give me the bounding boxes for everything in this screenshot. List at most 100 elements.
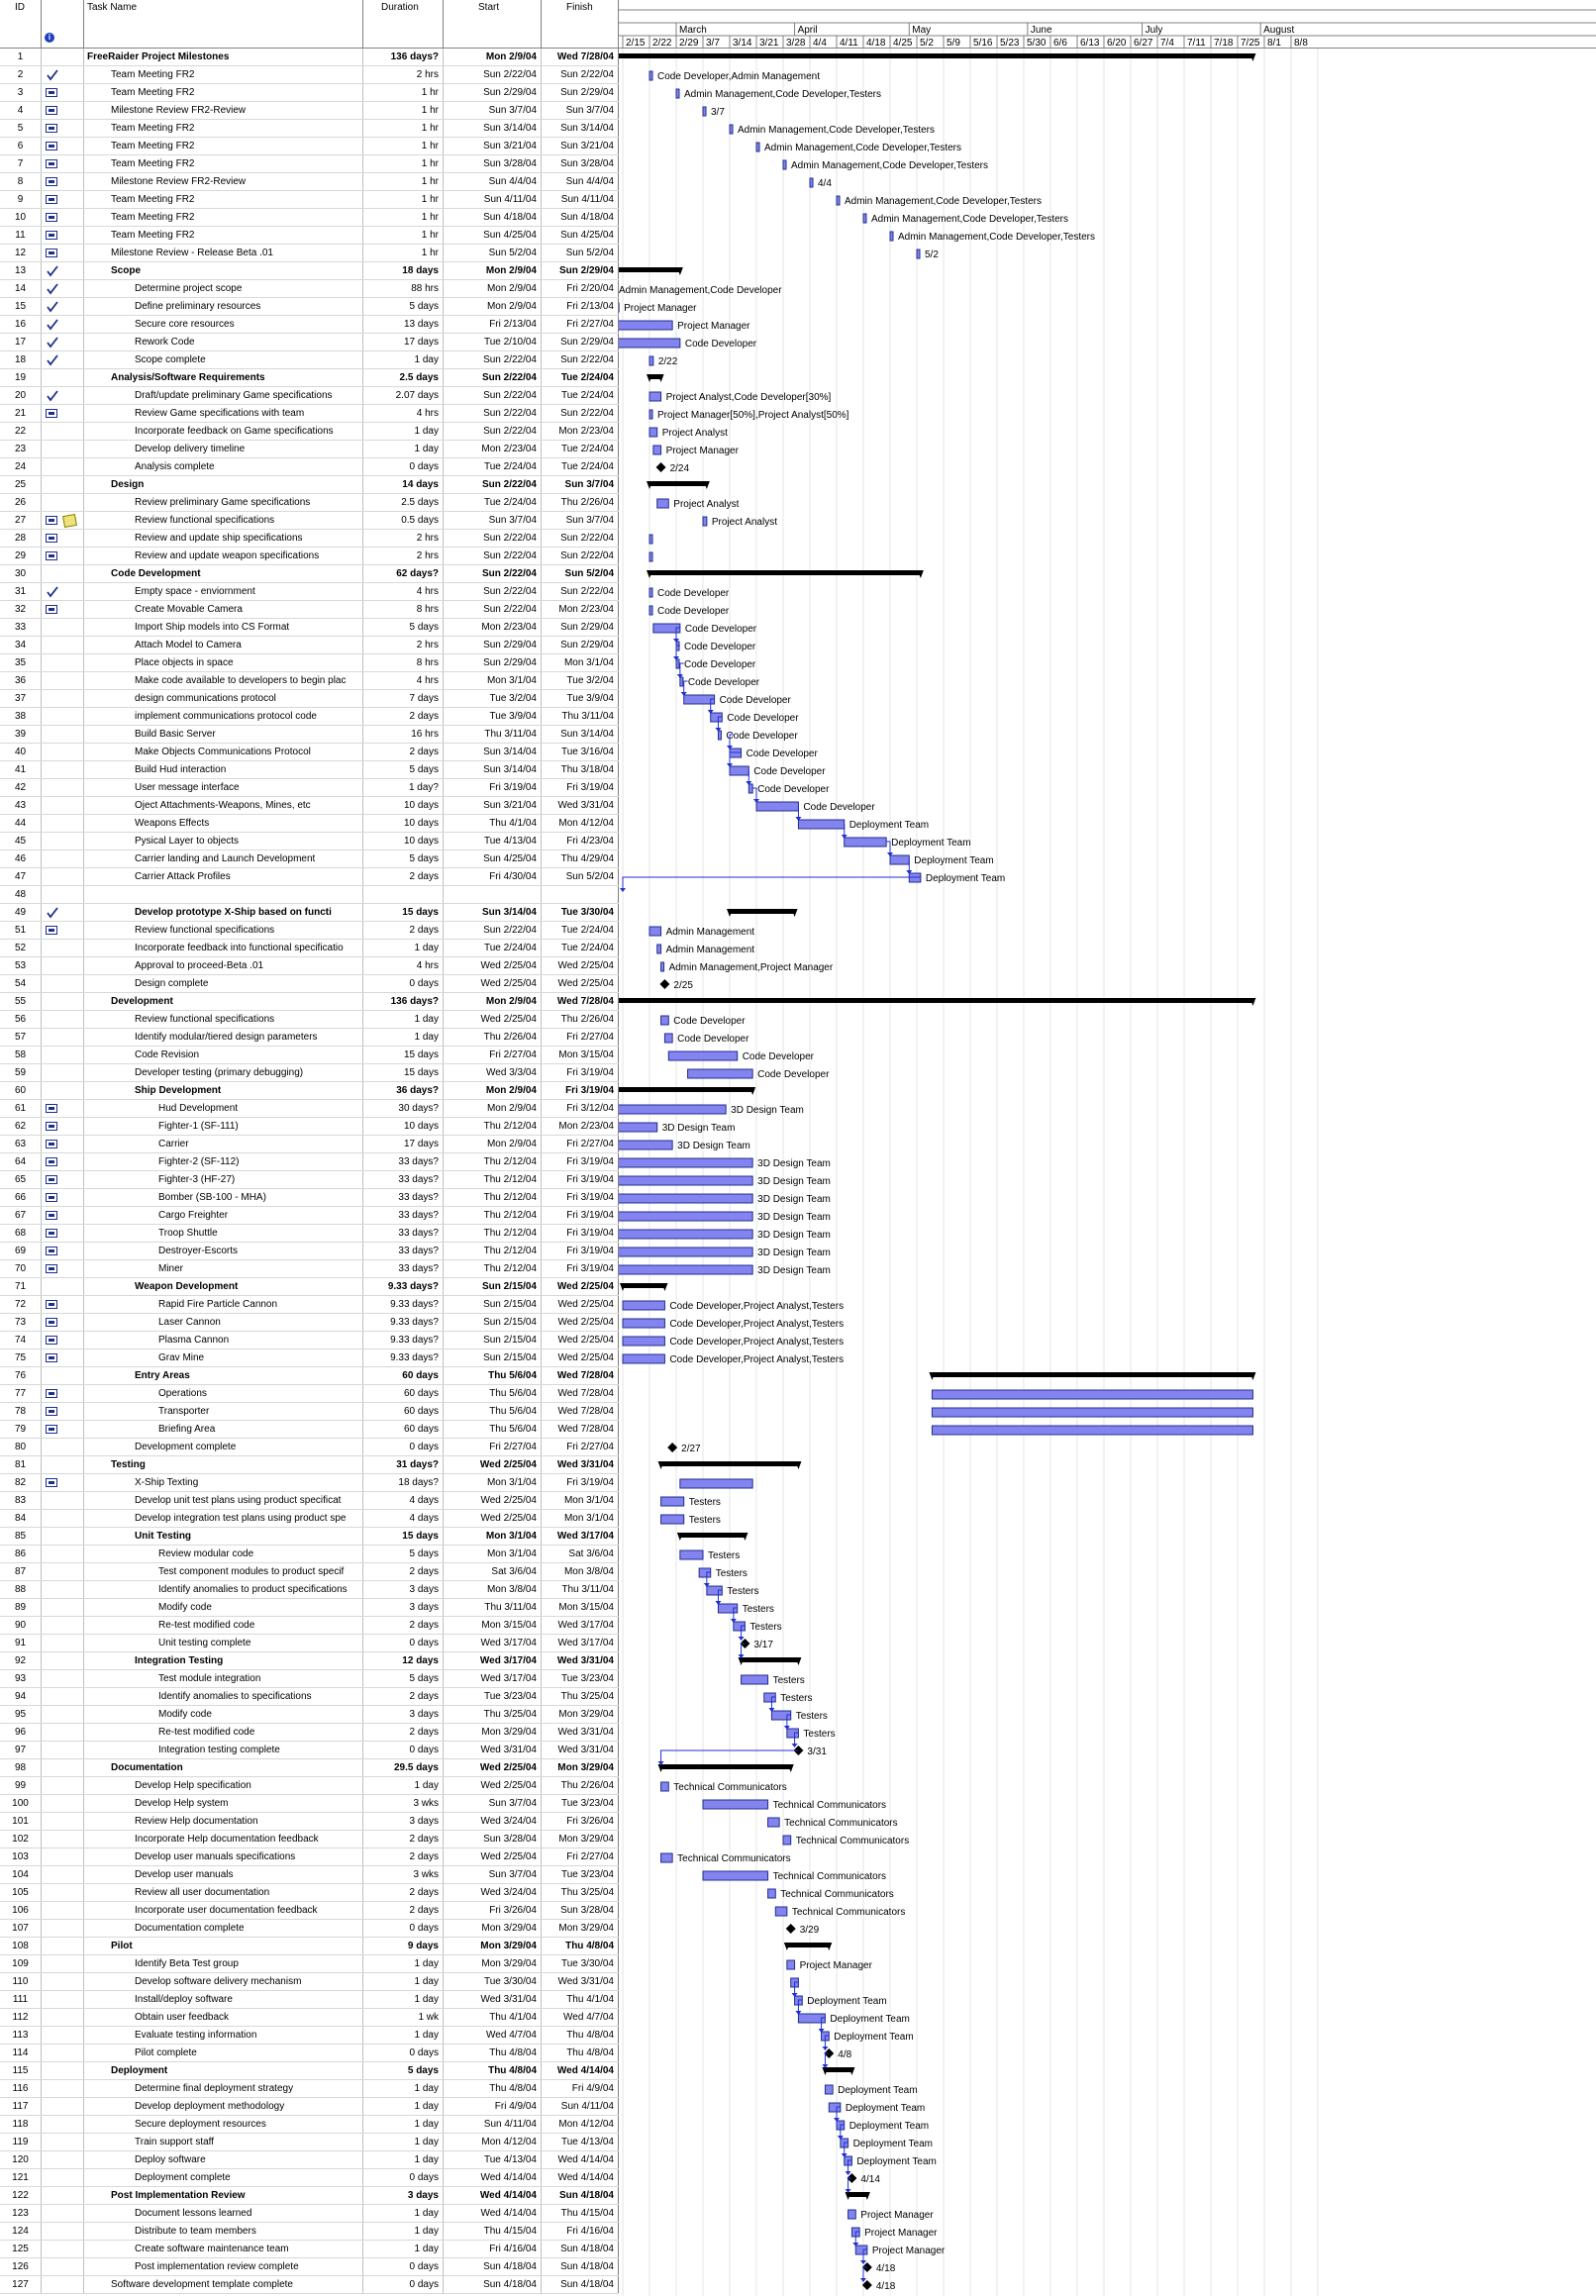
- task-row[interactable]: 106 Incorporate user documentation feedba…: [0, 1902, 619, 1920]
- task-row[interactable]: 8 Milestone Review FR2-Review 1 hr Sun 4/4/…: [0, 173, 619, 191]
- task-row[interactable]: 43 Oject Attachments-Weapons, Mines, etc 1…: [0, 797, 619, 815]
- task-row[interactable]: 113 Evaluate testing information 1 day Wed …: [0, 2027, 619, 2045]
- task-row[interactable]: 39 Build Basic Server 16 hrs Thu 3/11/04 Sun…: [0, 726, 619, 744]
- duration-column-header[interactable]: Duration: [363, 0, 444, 49]
- task-bar[interactable]: [717, 1603, 739, 1614]
- task-row[interactable]: 79 Briefing Area 60 days Thu 5/6/04 Wed 7/28…: [0, 1421, 619, 1439]
- task-row[interactable]: 72 Rapid Fire Particle Cannon 9.33 days? Su…: [0, 1296, 619, 1314]
- task-row[interactable]: 121 Deployment complete 0 days Wed 4/14/04 W…: [0, 2169, 619, 2187]
- task-row[interactable]: 75 Grav Mine 9.33 days? Sun 2/15/04 Wed 2/25…: [0, 1349, 619, 1367]
- task-bar[interactable]: [786, 1959, 796, 1970]
- task-row[interactable]: 26 Review preliminary Game specifications…: [0, 494, 619, 512]
- task-bar[interactable]: [648, 355, 654, 366]
- task-row[interactable]: 119 Train support staff 1 day Mon 4/12/04 Tu…: [0, 2134, 619, 2151]
- task-row[interactable]: 29 Review and update weapon specification…: [0, 548, 619, 565]
- task-row[interactable]: 20 Draft/update preliminary Game specific…: [0, 387, 619, 405]
- task-bar[interactable]: [733, 1621, 746, 1632]
- task-row[interactable]: 99 Develop Help specification 1 day Wed 2/2…: [0, 1777, 619, 1795]
- summary-bar[interactable]: [649, 481, 707, 486]
- task-bar[interactable]: [619, 1175, 753, 1186]
- task-bar[interactable]: [652, 445, 662, 455]
- summary-bar[interactable]: [730, 909, 795, 914]
- task-row[interactable]: 115 Deployment 5 days Thu 4/8/04 Wed 4/14/04: [0, 2062, 619, 2080]
- task-row[interactable]: 11 Team Meeting FR2 1 hr Sun 4/25/04 Sun 4/2…: [0, 227, 619, 245]
- task-bar[interactable]: [648, 587, 653, 598]
- task-bar[interactable]: [619, 1193, 753, 1204]
- task-row[interactable]: 17 Rework Code 17 days Tue 2/10/04 Sun 2/29/…: [0, 334, 619, 351]
- task-row[interactable]: 37 design communications protocol 7 days Tu…: [0, 690, 619, 708]
- task-row[interactable]: 93 Test module integration 5 days Wed 3/17/…: [0, 1670, 619, 1688]
- task-row[interactable]: 110 Develop software delivery mechanism 1 …: [0, 1973, 619, 1991]
- task-bar[interactable]: [836, 195, 841, 206]
- task-row[interactable]: 101 Review Help documentation 3 days Wed 3/…: [0, 1813, 619, 1831]
- task-bar[interactable]: [660, 961, 665, 972]
- task-row[interactable]: 102 Incorporate Help documentation feedba…: [0, 1831, 619, 1848]
- task-bar[interactable]: [767, 1817, 780, 1828]
- milestone-diamond[interactable]: [847, 2173, 857, 2183]
- task-row[interactable]: 120 Deploy software 1 day Tue 4/13/04 Wed 4/…: [0, 2151, 619, 2169]
- task-row[interactable]: 114 Pilot complete 0 days Thu 4/8/04 Thu 4/8…: [0, 2045, 619, 2062]
- task-bar[interactable]: [619, 1140, 673, 1150]
- task-bar[interactable]: [683, 694, 716, 705]
- task-row[interactable]: 82 X-Ship Texting 18 days? Mon 3/1/04 Fri 3/…: [0, 1474, 619, 1492]
- task-row[interactable]: 125 Create software maintenance team 1 day…: [0, 2241, 619, 2258]
- task-bar[interactable]: [916, 249, 921, 259]
- task-row[interactable]: 58 Code Revision 15 days Fri 2/27/04 Mon 3/1…: [0, 1047, 619, 1064]
- task-bar[interactable]: [660, 1852, 673, 1863]
- task-row[interactable]: 65 Fighter-3 (HF-27) 33 days? Thu 2/12/04 Fr…: [0, 1171, 619, 1189]
- task-row[interactable]: 92 Integration Testing 12 days Wed 3/17/04 W…: [0, 1652, 619, 1670]
- task-bar[interactable]: [679, 676, 684, 687]
- task-bar[interactable]: [648, 534, 653, 545]
- task-row[interactable]: 44 Weapons Effects 10 days Thu 4/1/04 Mon 4/…: [0, 815, 619, 833]
- task-bar[interactable]: [767, 1888, 776, 1899]
- task-row[interactable]: 48: [0, 886, 619, 904]
- start-column-header[interactable]: Start: [444, 0, 542, 49]
- gantt-chart[interactable]: March April May June July August 2/15 2/22 2/29 3…: [619, 0, 1596, 2296]
- task-row[interactable]: 90 Re-test modified code 2 days Mon 3/15/04…: [0, 1617, 619, 1635]
- task-row[interactable]: 105 Review all user documentation 2 days We…: [0, 1884, 619, 1902]
- task-row[interactable]: 116 Determine final deployment strategy 1 …: [0, 2080, 619, 2098]
- task-bar[interactable]: [619, 338, 681, 349]
- task-row[interactable]: 14 Determine project scope 88 hrs Mon 2/9/0…: [0, 280, 619, 298]
- task-row[interactable]: 33 Import Ship models into CS Format 5 day…: [0, 619, 619, 637]
- task-row[interactable]: 87 Test component modules to product spec…: [0, 1563, 619, 1581]
- task-bar[interactable]: [660, 1015, 669, 1026]
- task-bar[interactable]: [782, 1835, 792, 1846]
- task-row[interactable]: 22 Incorporate feedback on Game specifica…: [0, 423, 619, 441]
- task-bar[interactable]: [889, 231, 894, 242]
- task-row[interactable]: 1 FreeRaider Project Milestones 136 days? M…: [0, 49, 619, 66]
- task-bar[interactable]: [619, 1211, 753, 1222]
- task-bar[interactable]: [660, 1514, 685, 1525]
- task-bar[interactable]: [660, 1496, 685, 1507]
- task-row[interactable]: 88 Identify anomalies to product specific…: [0, 1581, 619, 1599]
- task-row[interactable]: 67 Cargo Freighter 33 days? Thu 2/12/04 Fri …: [0, 1207, 619, 1225]
- summary-bar[interactable]: [660, 1764, 791, 1769]
- task-bar[interactable]: [648, 551, 653, 562]
- task-row[interactable]: 66 Bomber (SB-100 - MHA) 33 days? Thu 2/12/…: [0, 1189, 619, 1207]
- task-bar[interactable]: [622, 1300, 665, 1311]
- task-bar[interactable]: [619, 1247, 753, 1257]
- task-bar[interactable]: [622, 1336, 665, 1347]
- indicators-column-header[interactable]: i: [42, 0, 84, 49]
- task-row[interactable]: 89 Modify code 3 days Thu 3/11/04 Mon 3/15/0…: [0, 1599, 619, 1617]
- task-row[interactable]: 5 Team Meeting FR2 1 hr Sun 3/14/04 Sun 3/14…: [0, 120, 619, 138]
- id-column-header[interactable]: ID: [0, 0, 42, 49]
- summary-bar[interactable]: [649, 570, 921, 575]
- task-row[interactable]: 42 User message interface 1 day? Fri 3/19/0…: [0, 779, 619, 797]
- task-bar[interactable]: [797, 2013, 826, 2024]
- task-bar[interactable]: [667, 1050, 739, 1061]
- task-bar[interactable]: [619, 1104, 727, 1115]
- task-row[interactable]: 3 Team Meeting FR2 1 hr Sun 2/29/04 Sun 2/29…: [0, 84, 619, 102]
- task-bar[interactable]: [931, 1407, 1253, 1418]
- summary-bar[interactable]: [619, 1087, 753, 1092]
- task-row[interactable]: 107 Documentation complete 0 days Mon 3/29/…: [0, 1920, 619, 1938]
- task-row[interactable]: 127 Software development template complet…: [0, 2276, 619, 2294]
- task-row[interactable]: 4 Milestone Review FR2-Review 1 hr Sun 3/7/…: [0, 102, 619, 120]
- task-bar[interactable]: [755, 801, 799, 812]
- task-row[interactable]: 51 Review functional specifications 2 days…: [0, 922, 619, 940]
- task-row[interactable]: 12 Milestone Review - Release Beta .01 1 h…: [0, 245, 619, 262]
- task-row[interactable]: 31 Empty space - enviornment 4 hrs Sun 2/22…: [0, 583, 619, 601]
- milestone-diamond[interactable]: [659, 979, 670, 989]
- task-name-column-header[interactable]: Task Name: [84, 0, 363, 49]
- task-bar[interactable]: [622, 1353, 665, 1364]
